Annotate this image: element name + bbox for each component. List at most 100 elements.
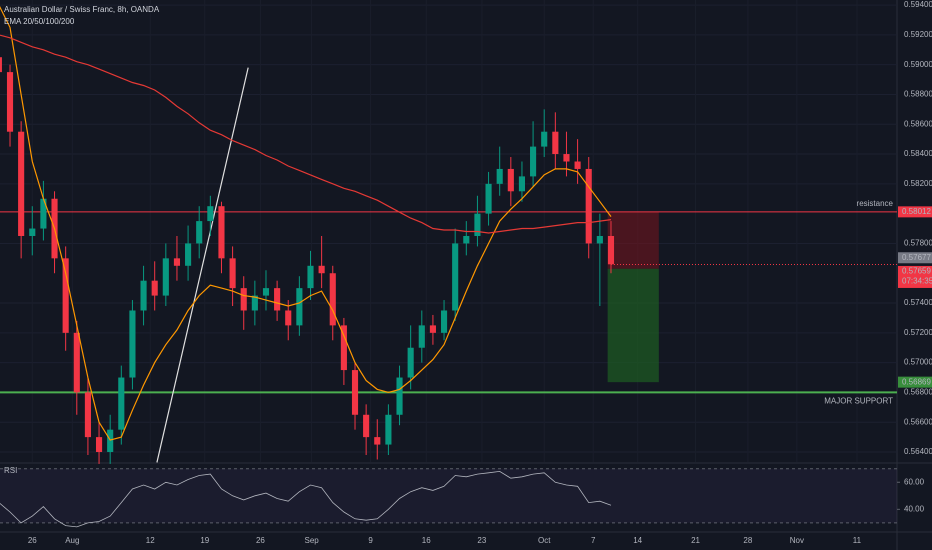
candle-body <box>496 168 503 184</box>
candle-body <box>318 265 325 274</box>
candle-body <box>563 154 570 162</box>
target-price-box <box>898 376 932 388</box>
rsi-tick-label: 60.00 <box>904 477 925 486</box>
y-tick-label: 0.59400 <box>904 0 932 9</box>
candle-body <box>507 168 514 192</box>
candle-body <box>552 131 559 155</box>
candle-body <box>440 310 448 333</box>
candle-body <box>251 295 258 311</box>
candle-body <box>307 265 314 289</box>
current-price-countdown: 07:34:35 <box>902 277 932 286</box>
x-tick-label: 19 <box>200 536 209 545</box>
y-tick-label: 0.58200 <box>904 179 932 188</box>
rsi-tick-label: 40.00 <box>904 504 925 513</box>
candle-body <box>118 377 125 430</box>
x-tick-label: 12 <box>146 536 155 545</box>
candle-body <box>574 161 581 169</box>
y-tick-label: 0.58800 <box>904 90 932 99</box>
candle-body <box>218 206 225 259</box>
x-tick-label: 16 <box>422 536 431 545</box>
y-tick-label: 0.56400 <box>904 447 932 456</box>
candle-body <box>518 176 526 192</box>
candle-body <box>396 377 403 415</box>
candle-body <box>173 258 181 266</box>
candle-body <box>151 280 158 296</box>
ema-line <box>0 5 612 441</box>
last-price-box <box>898 252 932 264</box>
candle-body <box>262 288 270 296</box>
candle-body <box>107 429 114 453</box>
candle-body <box>452 243 459 311</box>
candle-body <box>0 57 2 73</box>
rsi-title: RSI <box>4 466 17 475</box>
candle-body <box>73 332 80 393</box>
y-tick-label: 0.56600 <box>904 417 932 426</box>
target-price-text: 0.56869 <box>902 377 931 386</box>
candle-body <box>585 168 592 244</box>
y-tick-label: 0.57800 <box>904 239 932 248</box>
rsi-line <box>0 470 612 528</box>
x-tick-label: 26 <box>28 536 37 545</box>
last-price-text: 0.57677 <box>902 253 931 262</box>
candle-body <box>374 437 381 445</box>
x-tick-label: 23 <box>477 536 486 545</box>
chart-title: Australian Dollar / Swiss Franc, 8h, OAN… <box>4 5 160 14</box>
stop-zone <box>607 211 659 269</box>
candle-body <box>407 347 414 378</box>
resistance-label: resistance <box>857 199 894 208</box>
candle-body <box>385 414 392 445</box>
candle-body <box>40 198 47 229</box>
resistance-price-text: 0.58012 <box>902 207 931 216</box>
x-tick-label: 9 <box>368 536 373 545</box>
x-tick-label: 21 <box>691 536 700 545</box>
x-tick-label: 7 <box>591 536 596 545</box>
candle-body <box>596 235 603 244</box>
candle-body <box>95 437 103 453</box>
candle-body <box>429 325 436 333</box>
rsi-band <box>0 468 897 523</box>
candle-body <box>84 392 91 438</box>
y-tick-label: 0.57000 <box>904 358 932 367</box>
ema-line <box>0 34 612 234</box>
current-price-text: 0.57659 <box>902 267 931 276</box>
current-price-box <box>898 265 932 288</box>
x-tick-label: 11 <box>853 536 862 545</box>
candle-body <box>363 414 370 438</box>
candle-body <box>29 228 36 236</box>
x-tick-label: 28 <box>743 536 752 545</box>
x-tick-label: 14 <box>633 536 642 545</box>
y-tick-label: 0.56800 <box>904 388 932 397</box>
y-tick-label: 0.59200 <box>904 30 932 39</box>
candle-body <box>530 146 537 177</box>
x-tick-label: Sep <box>304 536 319 545</box>
candle-body <box>474 213 481 236</box>
candle-body <box>463 235 470 244</box>
candle-body <box>240 288 247 311</box>
x-tick-label: Oct <box>538 536 551 545</box>
target-zone <box>607 268 659 383</box>
resistance-price-box <box>898 206 932 218</box>
x-tick-label: 26 <box>256 536 265 545</box>
candle-body <box>18 131 25 236</box>
candle-body <box>185 243 192 266</box>
support-label: MAJOR SUPPORT <box>824 397 893 406</box>
candle-body <box>485 183 492 214</box>
y-tick-label: 0.58600 <box>904 119 932 128</box>
candle-body <box>329 273 336 326</box>
candle-body <box>285 310 292 326</box>
candle-body <box>207 206 214 222</box>
candle-body <box>340 325 347 371</box>
y-tick-label: 0.57200 <box>904 328 932 337</box>
y-tick-label: 0.57400 <box>904 298 932 307</box>
y-tick-label: 0.59000 <box>904 60 932 69</box>
indicator-label: EMA 20/50/100/200 <box>4 17 75 26</box>
candle-body <box>296 288 303 326</box>
x-tick-label: Aug <box>65 536 79 545</box>
candle-body <box>62 258 69 333</box>
candle-body <box>129 310 136 378</box>
y-tick-label: 0.58400 <box>904 149 932 158</box>
candle-body <box>351 370 359 415</box>
